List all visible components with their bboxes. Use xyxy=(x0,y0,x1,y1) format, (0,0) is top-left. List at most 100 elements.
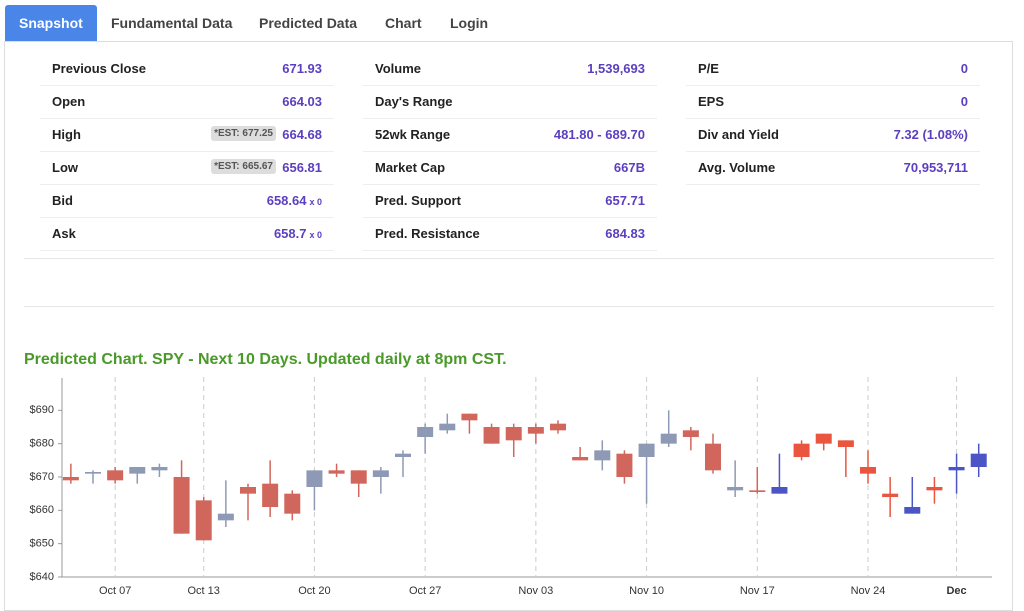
candle-body xyxy=(550,423,566,431)
candle-body xyxy=(372,470,389,477)
stat-value: 667B xyxy=(614,160,645,175)
tab[interactable]: Fundamental Data xyxy=(111,15,233,31)
stat-row: P/E 0 xyxy=(686,53,980,86)
candle-body xyxy=(483,427,500,444)
candle-body xyxy=(350,470,367,484)
stat-value: 70,953,711 xyxy=(904,160,968,175)
x-tick-label: Nov 24 xyxy=(851,585,886,597)
candle-body xyxy=(151,467,168,471)
candle-body xyxy=(882,493,899,497)
stat-row: Ask 658.7 x 0 xyxy=(40,218,334,251)
tab[interactable]: Predicted Data xyxy=(259,15,358,31)
stat-value-text: 0 xyxy=(960,61,968,76)
stat-value-text: 664.68 xyxy=(282,127,322,142)
stat-row: Avg. Volume 70,953,711 xyxy=(686,152,980,185)
stat-value: 671.93 xyxy=(282,61,322,76)
stat-label: Avg. Volume xyxy=(698,160,776,175)
stat-value: 664.03 xyxy=(282,94,322,109)
stat-label: Market Cap xyxy=(375,160,446,175)
stat-value-text: 0 xyxy=(960,94,968,109)
candle-body xyxy=(217,513,234,521)
stat-row: Day's Range xyxy=(363,86,657,119)
stat-value-text: 658.64 xyxy=(266,193,307,208)
stat-suffix: x 0 xyxy=(309,230,322,240)
stat-value: 657.71 xyxy=(605,193,645,208)
stat-value-text: 70,953,711 xyxy=(903,160,968,175)
candle-body xyxy=(195,500,212,541)
x-tick-label: Nov 17 xyxy=(740,585,775,597)
candle-body xyxy=(129,467,146,474)
candle-body xyxy=(727,487,744,491)
candle-body xyxy=(107,470,124,481)
stat-row: EPS 0 xyxy=(686,86,980,119)
tab[interactable]: Snapshot xyxy=(5,5,97,41)
stat-label: EPS xyxy=(698,94,725,109)
stat-label: Div and Yield xyxy=(698,127,779,142)
tab[interactable]: Chart xyxy=(385,15,422,31)
candle-body xyxy=(970,453,987,467)
candle-body xyxy=(705,443,721,471)
x-tick-label: Nov 03 xyxy=(518,585,553,597)
separator xyxy=(24,258,994,259)
candle-body xyxy=(62,477,79,481)
stat-value-text: 667B xyxy=(613,160,645,175)
candle-body xyxy=(815,433,832,444)
stat-row: Pred. Resistance 684.83 xyxy=(363,218,657,251)
candle-body xyxy=(837,440,854,447)
candle-body xyxy=(793,443,810,457)
x-tick-label: Nov 10 xyxy=(629,585,664,597)
stat-row: Previous Close 671.93 xyxy=(40,53,334,86)
candle-body xyxy=(417,427,434,437)
y-tick-label: $660 xyxy=(30,504,54,516)
stat-label: Pred. Resistance xyxy=(375,226,480,241)
candle-body xyxy=(461,413,478,421)
stat-value: 1,539,693 xyxy=(587,61,645,76)
candle-body xyxy=(284,493,301,514)
stat-label: Day's Range xyxy=(375,94,453,109)
stat-suffix: x 0 xyxy=(309,197,322,207)
stat-value: 481.80 - 689.70 xyxy=(554,127,645,142)
candle-body xyxy=(262,483,279,507)
candle-body xyxy=(505,427,522,441)
candle-body xyxy=(638,443,655,457)
stat-row: High 664.68 *EST: 677.25 xyxy=(40,119,334,152)
candle-body xyxy=(240,487,256,494)
stat-row: Volume 1,539,693 xyxy=(363,53,657,86)
stat-value: 656.81 xyxy=(282,160,322,175)
stat-row: Market Cap 667B xyxy=(363,152,657,185)
stat-label: 52wk Range xyxy=(375,127,451,142)
stat-value-text: 671.93 xyxy=(282,61,322,76)
stat-value-text: 658.7 xyxy=(273,226,307,241)
stat-value: 664.68 xyxy=(282,127,322,142)
stat-label: Low xyxy=(52,160,78,175)
candle-body xyxy=(926,487,943,491)
stat-label: Ask xyxy=(52,226,76,241)
stat-label: Pred. Support xyxy=(375,193,461,208)
candle-body xyxy=(527,427,544,434)
stat-value-text: 7.32 (1.08%) xyxy=(893,127,968,142)
candle-body xyxy=(682,430,699,437)
separator xyxy=(24,306,994,307)
stat-value-text: 656.81 xyxy=(282,160,322,175)
stat-row: Div and Yield 7.32 (1.08%) xyxy=(686,119,980,152)
candle-body xyxy=(904,507,921,514)
tab[interactable]: Login xyxy=(450,15,489,31)
y-tick-label: $690 xyxy=(30,404,54,416)
stat-label: High xyxy=(52,127,81,142)
x-tick-label: Oct 13 xyxy=(188,585,220,597)
candle-body xyxy=(395,453,411,457)
stat-row: Low 656.81 *EST: 665.67 xyxy=(40,152,334,185)
stat-label: Previous Close xyxy=(52,61,146,76)
stat-value: 658.64 x 0 xyxy=(267,193,322,208)
stat-label: Bid xyxy=(52,193,73,208)
stat-value-text: 657.71 xyxy=(605,193,645,208)
x-tick-label: Oct 07 xyxy=(99,585,131,597)
candle-body xyxy=(660,433,677,444)
candle-body xyxy=(749,490,766,492)
y-tick-label: $640 xyxy=(30,571,54,583)
candle-body xyxy=(594,450,611,461)
stat-label: P/E xyxy=(698,61,719,76)
candle-body xyxy=(306,470,323,487)
stat-row: Open 664.03 xyxy=(40,86,334,119)
